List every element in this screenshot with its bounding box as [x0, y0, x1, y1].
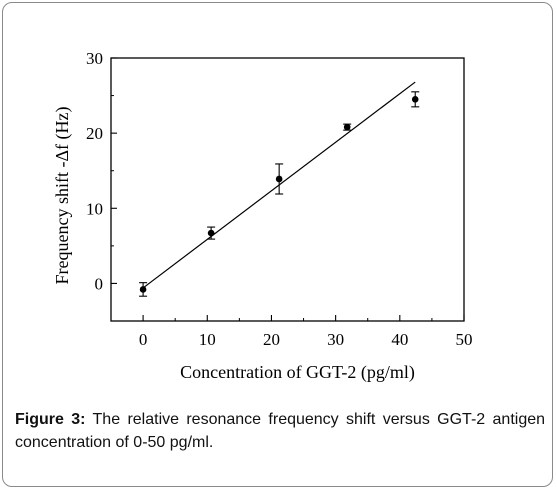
x-tick-label: 40 [391, 330, 408, 349]
data-point [343, 123, 351, 131]
x-tick-label: 10 [199, 330, 216, 349]
figure-caption: Figure 3: The relative resonance frequen… [15, 408, 545, 454]
y-tick-label: 20 [86, 124, 103, 143]
caption-text: The relative resonance frequency shift v… [15, 411, 546, 451]
data-point [411, 96, 419, 103]
caption-label: Figure [15, 411, 64, 428]
x-tick-label: 20 [263, 330, 280, 349]
y-tick-label: 10 [86, 199, 103, 218]
data-point [207, 229, 215, 237]
caption-number: 3: [71, 411, 86, 428]
axes-box [110, 57, 465, 322]
y-axis-label: Frequency shift -Δf (Hz) [52, 106, 73, 284]
x-axis-label: Concentration of GGT-2 (pg/ml) [180, 362, 415, 383]
y-tick-label: 30 [86, 49, 103, 68]
y-tick-label: 0 [95, 274, 104, 293]
data-point [139, 286, 147, 293]
figure-frame [2, 2, 553, 487]
x-tick-label: 50 [456, 330, 473, 349]
chart: 0 10 20 30 40 50 0 10 20 30 Concentration of GGT-… [52, 49, 473, 383]
x-tick-label: 30 [327, 330, 344, 349]
plot-area: 0 10 20 30 40 50 0 10 20 30 [86, 49, 473, 349]
data-point [275, 175, 283, 183]
x-tick-label: 0 [139, 330, 148, 349]
